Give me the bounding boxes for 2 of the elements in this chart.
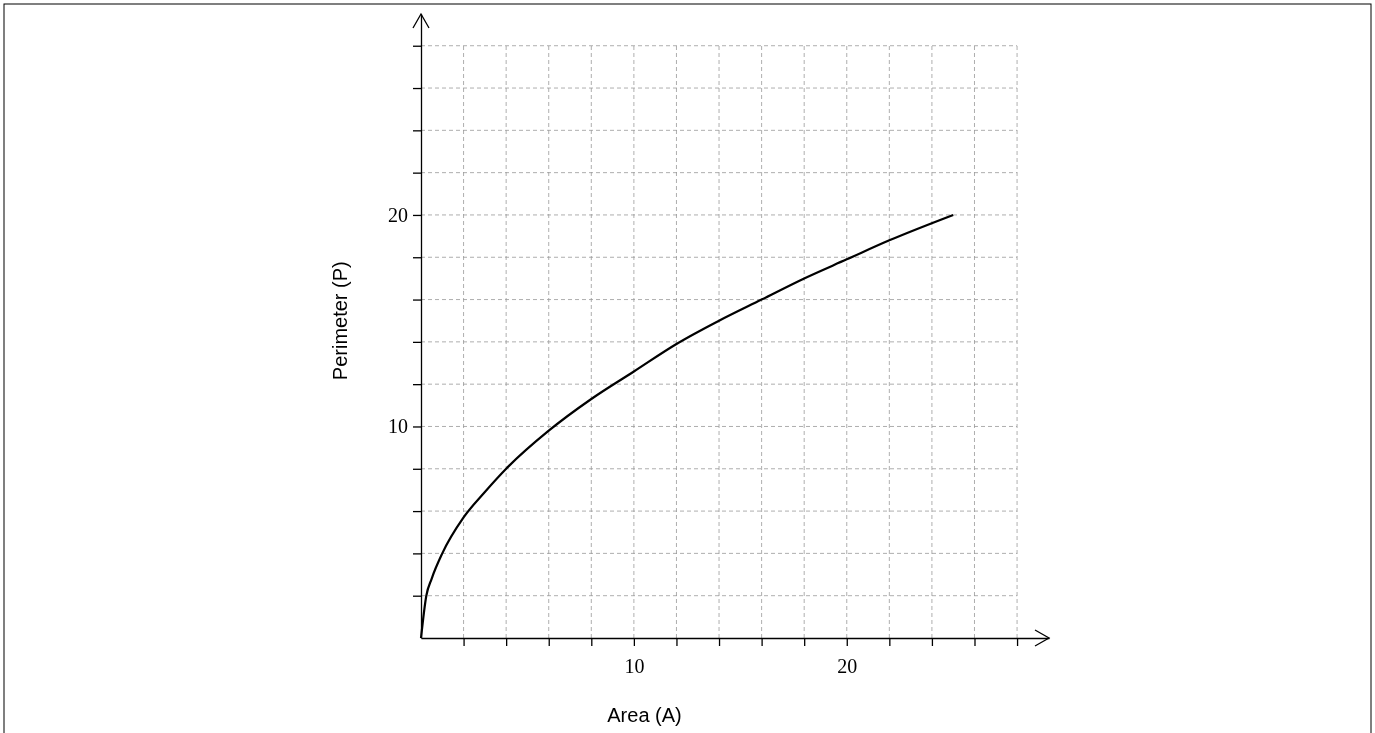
x-axis-title: Area (A) xyxy=(607,704,682,726)
y-axis-title: Perimeter (P) xyxy=(329,261,351,381)
